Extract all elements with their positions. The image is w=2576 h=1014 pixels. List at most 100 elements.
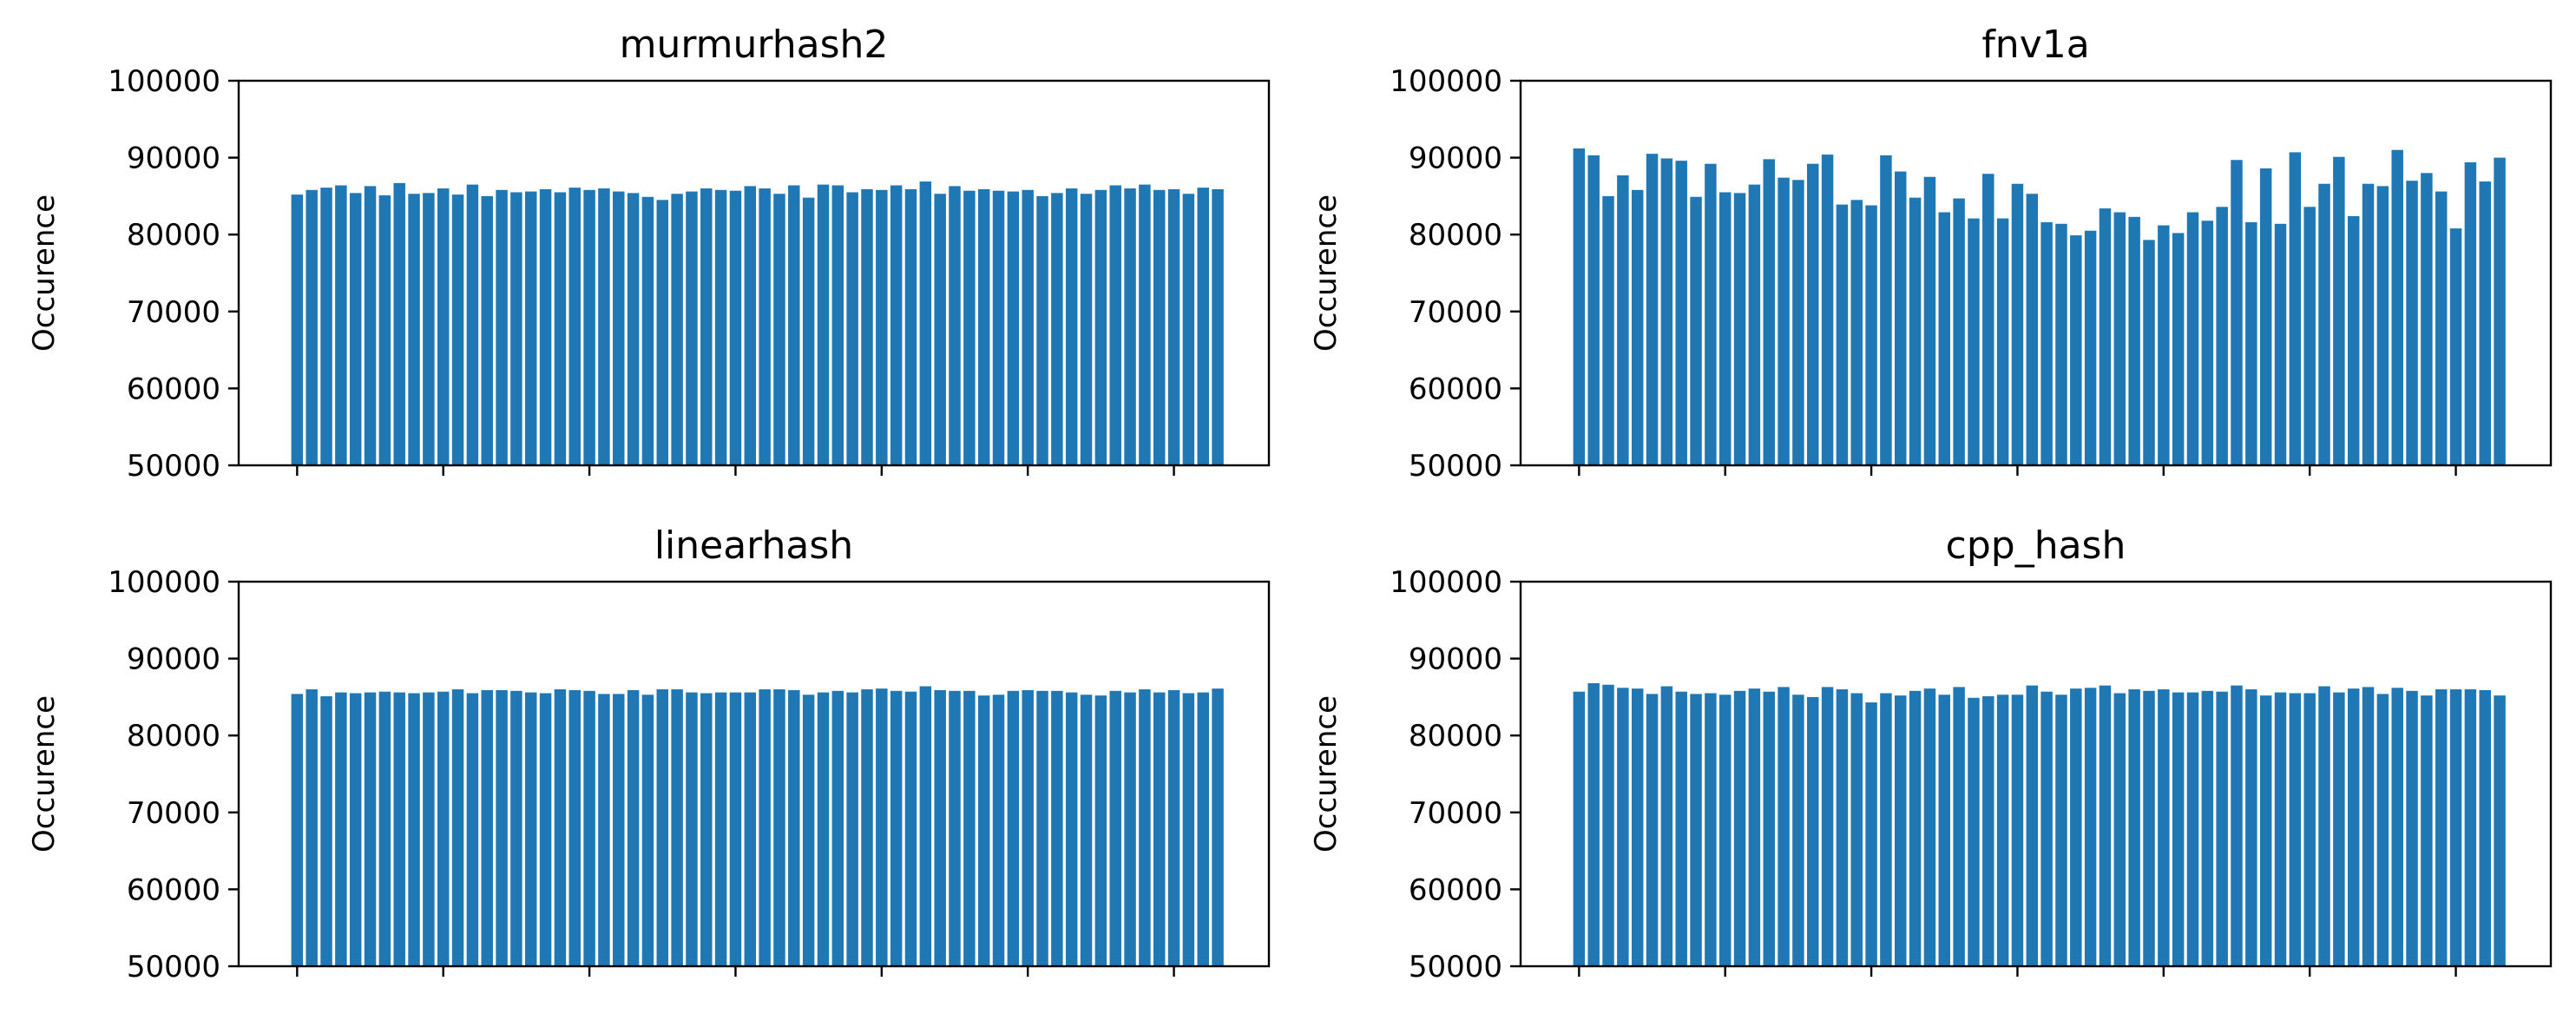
bar-48 — [2274, 692, 2287, 966]
bar-57 — [1124, 188, 1136, 466]
bar-18 — [554, 192, 567, 465]
bar-43 — [2201, 690, 2214, 966]
bar-46 — [963, 690, 976, 966]
bar-56 — [1109, 185, 1121, 465]
bar-50 — [2303, 207, 2316, 466]
bar-26 — [1953, 198, 1965, 465]
bar-45 — [2231, 160, 2243, 465]
x-axis-ticks — [1578, 465, 2457, 476]
bar-34 — [2070, 235, 2082, 465]
bar-31 — [744, 186, 757, 465]
bar-9 — [423, 193, 435, 466]
plot-frame — [1519, 580, 2553, 968]
bar-56 — [2391, 688, 2403, 966]
bar-20 — [1865, 702, 1877, 966]
bar-25 — [1938, 212, 1950, 465]
plot-frame — [237, 79, 1271, 467]
bar-35 — [2084, 230, 2097, 465]
bar-3 — [335, 185, 347, 465]
bar-37 — [2113, 212, 2126, 465]
bar-36 — [817, 692, 830, 966]
bar-13 — [1763, 691, 1775, 966]
y-tick-label-5: 100000 — [108, 64, 220, 99]
bar-32 — [2040, 222, 2053, 465]
bar-16 — [1807, 696, 1819, 966]
bar-45 — [949, 186, 961, 465]
bar-30 — [729, 692, 742, 966]
bar-41 — [2172, 233, 2185, 465]
y-tick-label-2: 70000 — [1409, 295, 1502, 330]
bar-10 — [1718, 695, 1732, 966]
bar-63 — [1212, 688, 1224, 966]
bar-48 — [992, 695, 1005, 966]
bar-15 — [1792, 695, 1804, 966]
bar-2 — [320, 188, 332, 465]
bar-40 — [876, 189, 888, 465]
bar-1 — [1587, 155, 1600, 465]
bar-32 — [759, 689, 771, 966]
bar-57 — [1124, 692, 1136, 966]
y-axis-ticks: 50000 60000 70000 80000 90000 100000 — [1390, 64, 1521, 484]
bar-55 — [1094, 189, 1107, 465]
bar-36 — [2099, 208, 2112, 465]
bar-63 — [2494, 157, 2506, 465]
bar-22 — [1895, 171, 1907, 466]
bar-35 — [802, 197, 815, 466]
y-tick-label-1: 60000 — [1409, 872, 1502, 907]
bar-4 — [1631, 688, 1644, 966]
bar-22 — [613, 191, 625, 465]
y-tick-label-4: 90000 — [127, 642, 220, 677]
bar-34 — [2070, 688, 2082, 966]
bar-59 — [2435, 689, 2448, 966]
bar-49 — [1007, 690, 1020, 966]
bar-58 — [1139, 689, 1151, 966]
bar-36 — [817, 184, 830, 466]
bar-14 — [1778, 687, 1790, 966]
bar-20 — [583, 189, 595, 465]
bar-15 — [510, 192, 522, 465]
bar-9 — [423, 692, 435, 966]
bar-60 — [2449, 228, 2462, 465]
bar-0 — [291, 194, 304, 465]
bar-3 — [335, 692, 347, 966]
bar-34 — [788, 689, 800, 966]
y-tick-label-1: 60000 — [127, 372, 220, 406]
bar-45 — [2231, 685, 2243, 966]
bar-54 — [1080, 695, 1093, 966]
bar-32 — [759, 188, 771, 466]
bar-35 — [802, 695, 815, 966]
bar-52 — [2333, 156, 2345, 465]
y-tick-label-4: 90000 — [1409, 642, 1502, 677]
bar-29 — [1996, 695, 2009, 966]
y-tick-label-2: 70000 — [127, 295, 220, 330]
subplot-murmurhash2: murmurhash2 Occurence 50000 60000 70000 800… — [27, 23, 1271, 484]
bar-63 — [2494, 695, 2506, 966]
bar-51 — [2318, 183, 2330, 465]
bar-25 — [1938, 695, 1950, 966]
y-tick-label-4: 90000 — [127, 142, 220, 176]
y-tick-label-3: 80000 — [1409, 218, 1502, 253]
bar-26 — [671, 689, 683, 966]
bar-12 — [466, 693, 479, 966]
bar-8 — [408, 693, 420, 966]
subplot-cpp-hash: cpp_hash Occurence 50000 60000 70000 80000 9… — [1309, 523, 2553, 984]
bar-48 — [2274, 223, 2287, 465]
y-tick-label-3: 80000 — [127, 719, 220, 754]
bar-17 — [1821, 687, 1834, 966]
bar-5 — [1646, 694, 1659, 966]
bar-22 — [1895, 695, 1907, 966]
bar-14 — [496, 189, 508, 465]
bar-11 — [451, 194, 464, 465]
y-axis-label: Occurence — [1309, 695, 1344, 853]
bar-series — [1573, 148, 2506, 466]
y-tick-label-0: 50000 — [127, 449, 220, 484]
bar-47 — [2259, 168, 2272, 465]
bar-30 — [729, 190, 742, 465]
y-tick-label-1: 60000 — [127, 872, 220, 907]
bar-54 — [1080, 194, 1093, 466]
bar-38 — [846, 192, 858, 465]
bar-41 — [890, 690, 903, 966]
x-axis-ticks — [1578, 966, 2457, 977]
bar-5 — [364, 186, 377, 465]
bar-55 — [2376, 694, 2389, 966]
